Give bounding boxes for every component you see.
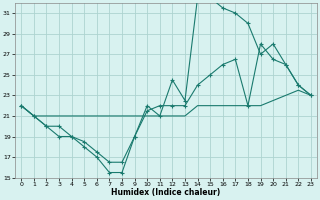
X-axis label: Humidex (Indice chaleur): Humidex (Indice chaleur) [111,188,221,197]
